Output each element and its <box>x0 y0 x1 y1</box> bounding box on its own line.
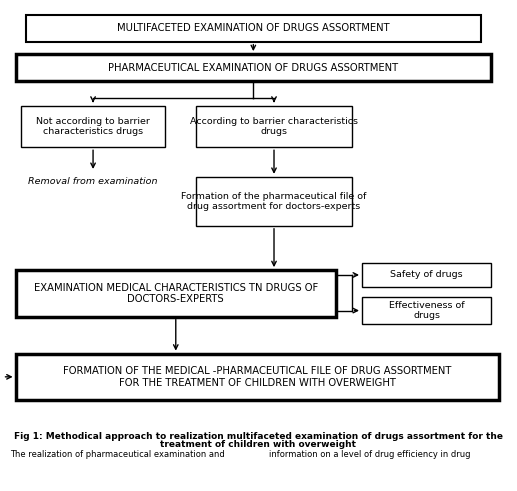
Text: According to barrier characteristics
drugs: According to barrier characteristics dru… <box>190 117 358 136</box>
FancyBboxPatch shape <box>196 106 352 147</box>
Text: EXAMINATION MEDICAL CHARACTERISTICS TN DRUGS OF
DOCTORS-EXPERTS: EXAMINATION MEDICAL CHARACTERISTICS TN D… <box>34 283 318 304</box>
Text: FORMATION OF THE MEDICAL -PHARMACEUTICAL FILE OF DRUG ASSORTMENT
FOR THE TREATME: FORMATION OF THE MEDICAL -PHARMACEUTICAL… <box>63 366 451 387</box>
FancyBboxPatch shape <box>362 297 491 324</box>
Text: information on a level of drug efficiency in drug: information on a level of drug efficienc… <box>269 450 470 459</box>
Text: PHARMACEUTICAL EXAMINATION OF DRUGS ASSORTMENT: PHARMACEUTICAL EXAMINATION OF DRUGS ASSO… <box>108 62 399 73</box>
Text: The realization of pharmaceutical examination and: The realization of pharmaceutical examin… <box>10 450 225 459</box>
FancyBboxPatch shape <box>16 54 491 81</box>
Text: Removal from examination: Removal from examination <box>28 177 158 186</box>
Text: Formation of the pharmaceutical file of
drug assortment for doctors-experts: Formation of the pharmaceutical file of … <box>181 191 367 211</box>
Text: Effectiveness of
drugs: Effectiveness of drugs <box>389 301 464 320</box>
Text: Not according to barrier
characteristics drugs: Not according to barrier characteristics… <box>36 117 150 136</box>
Text: treatment of children with overweight: treatment of children with overweight <box>160 440 357 449</box>
FancyBboxPatch shape <box>16 354 499 400</box>
FancyBboxPatch shape <box>362 263 491 287</box>
FancyBboxPatch shape <box>196 177 352 226</box>
FancyBboxPatch shape <box>21 106 165 147</box>
Text: Safety of drugs: Safety of drugs <box>390 271 463 279</box>
Text: MULTIFACETED EXAMINATION OF DRUGS ASSORTMENT: MULTIFACETED EXAMINATION OF DRUGS ASSORT… <box>117 23 390 33</box>
FancyBboxPatch shape <box>16 270 336 317</box>
Text: Fig 1: Methodical approach to realization multifaceted examination of drugs asso: Fig 1: Methodical approach to realizatio… <box>14 432 503 440</box>
FancyBboxPatch shape <box>26 15 481 42</box>
